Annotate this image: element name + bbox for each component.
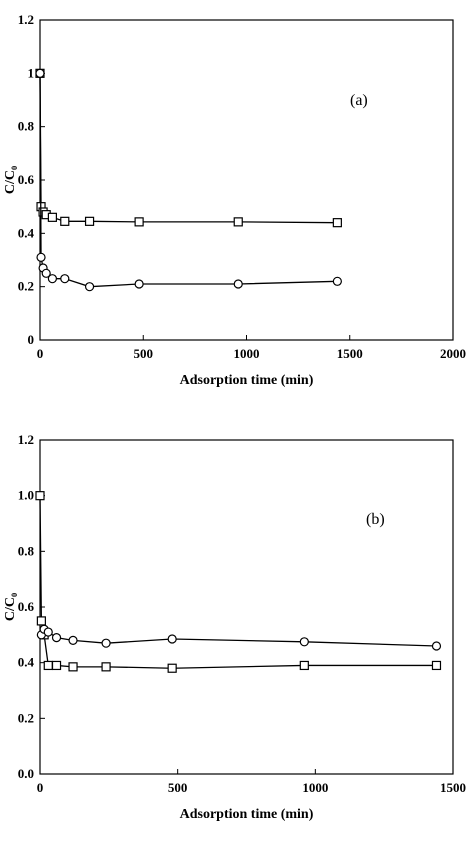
panel-label: (a) <box>350 92 368 109</box>
data-point-square <box>36 616 46 626</box>
y-tick-label: 1.2 <box>18 432 34 447</box>
data-point-square <box>60 216 70 226</box>
data-point-circle <box>43 627 53 637</box>
data-point-square <box>43 660 53 671</box>
x-tick-label: 500 <box>168 780 188 795</box>
x-axis-label: Adsorption time (min) <box>180 373 314 388</box>
y-tick-label: 0.2 <box>18 279 34 294</box>
data-point-circle <box>299 637 309 647</box>
data-point-square <box>233 217 243 227</box>
data-point-square <box>47 212 57 222</box>
y-tick-label: 0.8 <box>18 119 35 134</box>
series-line-square <box>39 73 338 224</box>
data-point-circle <box>41 268 51 278</box>
panel-label: (b) <box>366 511 385 528</box>
y-tick-label: 0.6 <box>18 599 35 614</box>
data-point-circle <box>84 282 95 292</box>
data-point-circle <box>35 68 45 78</box>
data-point-square <box>84 216 95 226</box>
data-point-circle <box>431 641 442 651</box>
y-tick-label: 1.2 <box>18 12 34 27</box>
data-point-square <box>101 662 111 672</box>
chart-panel-a: 0 0.2 0.4 0.6 0.8 1 1.2 0 500 1000 1500 2000 Adsorpt… <box>3 12 466 388</box>
y-tick-label: 0 <box>28 332 35 347</box>
data-point-square <box>431 660 442 671</box>
x-tick-label: 2000 <box>440 346 466 361</box>
series-line-circle <box>39 73 338 288</box>
plot-frame <box>39 439 454 775</box>
data-point-square <box>35 491 45 501</box>
x-tick-label: 1000 <box>302 780 328 795</box>
y-tick-label: 0.4 <box>18 225 35 240</box>
y-tick-label: 0.2 <box>18 710 34 725</box>
x-tick-label: 0 <box>37 780 44 795</box>
data-point-circle <box>36 252 46 262</box>
y-tick-label: 1 <box>28 65 35 80</box>
y-axis-label: C/C₀ <box>3 593 18 621</box>
data-point-circle <box>68 635 78 646</box>
data-point-circle <box>233 279 243 289</box>
data-point-square <box>68 662 78 672</box>
y-tick-label: 1.0 <box>18 488 34 503</box>
y-tick-label: 0.6 <box>18 172 35 187</box>
data-point-circle <box>47 274 57 284</box>
x-tick-label: 0 <box>37 346 44 361</box>
data-point-circle <box>51 633 62 643</box>
data-point-square <box>299 660 309 671</box>
data-point-circle <box>101 638 111 648</box>
data-point-circle <box>60 274 70 284</box>
y-tick-label: 0.4 <box>18 655 35 670</box>
y-axis-label: C/C₀ <box>3 166 18 194</box>
y-tick-label: 0.0 <box>18 766 34 781</box>
data-point-square <box>134 217 144 227</box>
x-tick-label: 500 <box>134 346 154 361</box>
chart-panel-b: 0.0 0.2 0.4 0.6 0.8 1.0 1.2 0 500 1000 1500 Adsorpt… <box>3 432 466 822</box>
data-point-square <box>332 218 342 228</box>
data-point-circle <box>167 634 177 644</box>
x-tick-label: 1500 <box>337 346 363 361</box>
data-point-circle <box>332 276 342 286</box>
series-line-circle <box>40 628 437 647</box>
plot-frame <box>39 19 454 341</box>
data-point-square <box>51 660 62 671</box>
y-tick-label: 0.8 <box>18 543 35 558</box>
x-tick-label: 1000 <box>234 346 260 361</box>
x-tick-label: 1500 <box>440 780 466 795</box>
data-point-circle <box>134 279 144 289</box>
data-point-square <box>167 663 177 673</box>
x-axis-label: Adsorption time (min) <box>180 807 314 822</box>
